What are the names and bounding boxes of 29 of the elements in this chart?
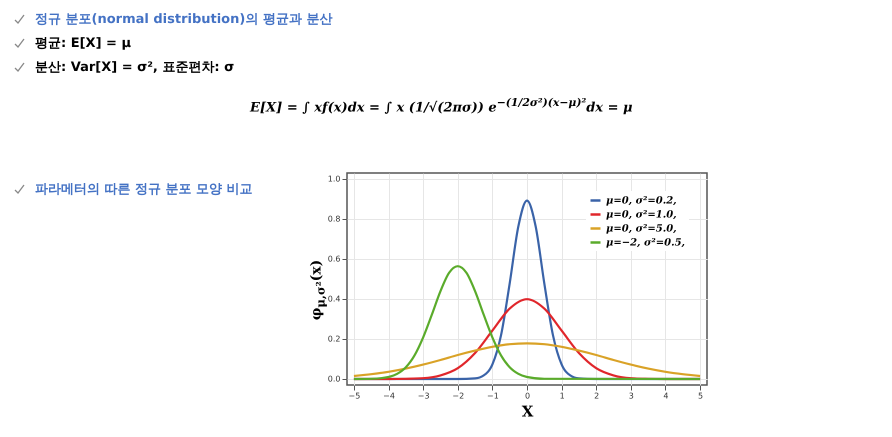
x-tick-label: 2	[594, 392, 600, 400]
legend-label: μ=0, σ²=5.0,	[606, 224, 677, 234]
y-tick-label: 0.4	[328, 294, 340, 304]
text: 정규 분포(normal distribution)의 평균과 분산	[35, 11, 332, 28]
legend-label: μ=0, σ²=0.2,	[606, 196, 677, 206]
x-tick-label: −5	[348, 392, 360, 400]
y-tick-label: 0.8	[328, 214, 340, 224]
line-series	[352, 265, 702, 380]
x-tick-label: 4	[663, 392, 669, 400]
x-tick-label: −1	[486, 392, 499, 400]
x-tick-label: −4	[383, 392, 395, 400]
x-tick-label: 1	[560, 392, 565, 400]
text: E[X] = ∫ xf(x)dx = ∫ x (1/√(2πσ)) e$^{−(1/2σ²)(x−μ)²}$dx = μ	[250, 96, 633, 116]
x-tick-label: −2	[452, 392, 464, 400]
legend-label: μ=−2, σ²=0.5,	[606, 238, 686, 248]
x-axis-title: X	[522, 402, 534, 420]
x-tick-label: 3	[628, 392, 634, 400]
y-tick-label: 1.0	[328, 174, 340, 184]
y-tick-label: 0.2	[328, 334, 340, 344]
legend-label: μ=0, σ²=1.0,	[606, 210, 677, 220]
x-tick-label: 0	[524, 392, 530, 400]
line-series	[352, 342, 702, 378]
x-tick-label: −3	[418, 392, 430, 400]
y-tick-label: 0.6	[328, 254, 340, 264]
text: 분산: Var[X] = σ², 표준편차: σ	[35, 59, 234, 76]
text: 평균: E[X] = μ	[35, 35, 132, 52]
y-tick-label: 0.0	[328, 374, 340, 384]
text: 파라메터의 따른 정규 분포 모양 비교	[35, 181, 253, 198]
x-tick-label: 5	[698, 392, 704, 400]
